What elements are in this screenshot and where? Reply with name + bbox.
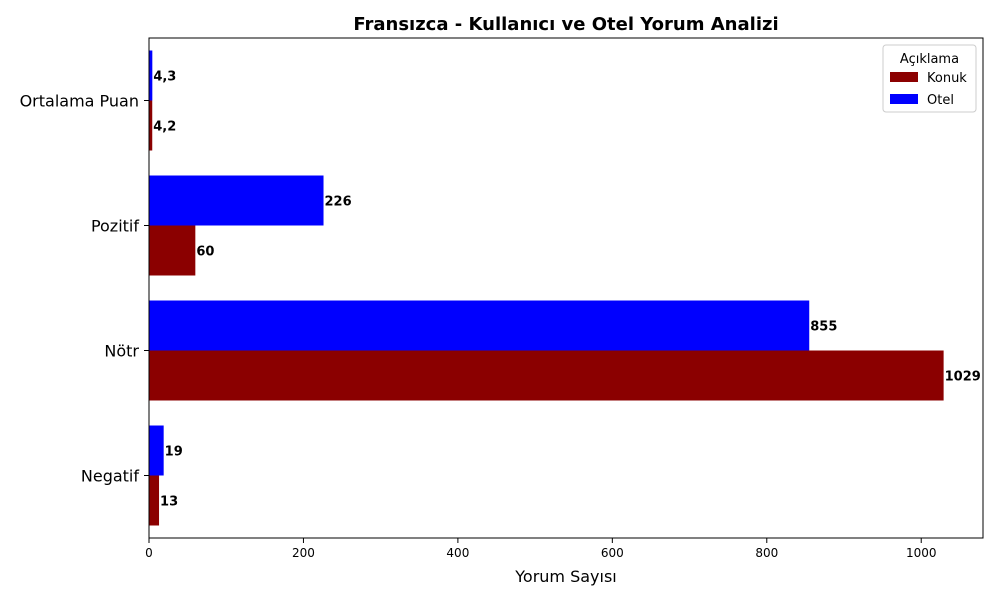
data-label-otel: 19 (165, 445, 183, 460)
plot-frame (148, 37, 984, 539)
data-label-konuk: 1029 (945, 370, 981, 385)
legend-swatch (890, 72, 918, 82)
bar-otel (149, 425, 164, 476)
legend: Açıklama Konuk Otel (882, 44, 977, 113)
legend-label: Otel (927, 93, 954, 108)
x-tick-label: 400 (446, 546, 469, 560)
x-tick-label: 0 (145, 546, 153, 560)
data-label-konuk: 13 (160, 495, 178, 510)
bar-otel (149, 175, 324, 226)
legend-label: Konuk (927, 71, 967, 86)
bar-konuk (149, 100, 153, 151)
x-axis-ticks: 0 200 400 600 800 1000 (145, 538, 936, 560)
data-label-otel: 855 (810, 320, 837, 335)
data-label-konuk: 4,2 (153, 120, 176, 135)
y-tick-label: Negatif (81, 467, 139, 486)
x-tick-label: 200 (292, 546, 315, 560)
data-label-otel: 4,3 (153, 70, 176, 85)
bar-otel (149, 300, 810, 351)
bar-konuk (149, 475, 160, 526)
legend-swatch (890, 94, 918, 104)
bar-konuk (149, 225, 196, 276)
y-axis-ticks: Ortalama Puan Pozitif Nötr Negatif (20, 92, 149, 486)
data-labels-layer: 4,3 4,2 226 60 855 1029 19 13 (153, 70, 981, 510)
y-tick-label: Ortalama Puan (20, 92, 139, 111)
bars-layer (149, 50, 944, 526)
data-label-otel: 226 (325, 195, 352, 210)
x-tick-label: 800 (755, 546, 778, 560)
data-label-konuk: 60 (196, 245, 214, 260)
x-tick-label: 1000 (906, 546, 937, 560)
bar-konuk (149, 350, 944, 401)
x-axis-label: Yorum Sayısı (514, 567, 616, 586)
bar-otel (149, 50, 153, 101)
legend-title: Açıklama (900, 52, 959, 67)
chart-title: Fransızca - Kullanıcı ve Otel Yorum Anal… (353, 14, 778, 35)
x-tick-label: 600 (601, 546, 624, 560)
y-tick-label: Nötr (104, 342, 139, 361)
y-tick-label: Pozitif (91, 217, 139, 236)
